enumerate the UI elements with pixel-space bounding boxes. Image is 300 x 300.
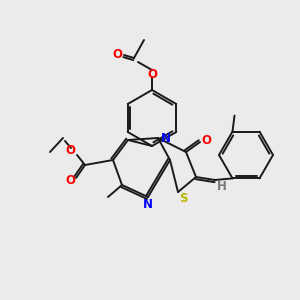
Text: O: O: [65, 175, 75, 188]
Text: O: O: [201, 134, 211, 148]
Text: O: O: [112, 47, 122, 61]
Text: O: O: [65, 145, 75, 158]
Text: S: S: [179, 193, 187, 206]
Text: O: O: [147, 68, 157, 80]
Text: H: H: [217, 179, 227, 193]
Text: N: N: [143, 199, 153, 212]
Text: N: N: [161, 131, 171, 145]
